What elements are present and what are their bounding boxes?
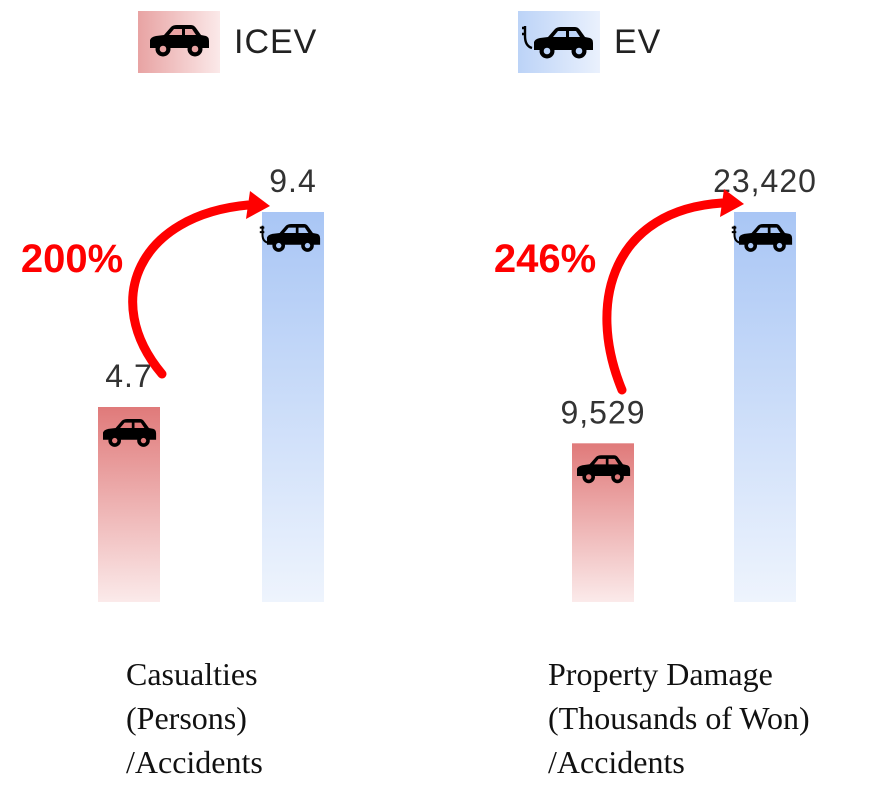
- increase-arrow: [602, 198, 727, 395]
- arrow-head: [720, 189, 744, 217]
- caption-line: (Thousands of Won): [548, 700, 810, 736]
- caption-line: Casualties: [126, 656, 258, 692]
- car-icon: [103, 419, 157, 447]
- legend-label-ev: EV: [614, 22, 662, 61]
- caption-line: /Accidents: [126, 744, 263, 780]
- legend-item-icev: ICEV: [138, 11, 318, 73]
- caption-casualties: Casualties (Persons) /Accidents: [126, 652, 263, 784]
- electric-car-icon: [731, 224, 793, 252]
- value-label: 9,529: [560, 394, 645, 430]
- caption-line: (Persons): [126, 700, 247, 736]
- bar-ev: [262, 212, 324, 602]
- legend-swatch-ev: [518, 11, 600, 73]
- legend-label-icev: ICEV: [234, 22, 318, 61]
- car-icon: [150, 25, 209, 57]
- increase-arrow: [128, 200, 253, 379]
- caption-line: Property Damage: [548, 656, 773, 692]
- caption-property-damage: Property Damage (Thousands of Won) /Acci…: [548, 652, 810, 784]
- increase-percent-label: 200%: [21, 237, 123, 281]
- electric-car-icon: [259, 224, 321, 252]
- increase-percent-label: 246%: [494, 237, 596, 281]
- bar-ev: [734, 212, 796, 602]
- value-label: 9.4: [269, 163, 316, 199]
- caption-line: /Accidents: [548, 744, 685, 780]
- car-icon: [577, 455, 631, 484]
- value-label: 23,420: [713, 163, 817, 199]
- value-label: 4.7: [105, 358, 152, 394]
- electric-car-icon: [522, 26, 593, 59]
- legend-item-ev: EV: [518, 11, 662, 73]
- arrow-head: [246, 191, 270, 219]
- legend-swatch-icev: [138, 11, 220, 73]
